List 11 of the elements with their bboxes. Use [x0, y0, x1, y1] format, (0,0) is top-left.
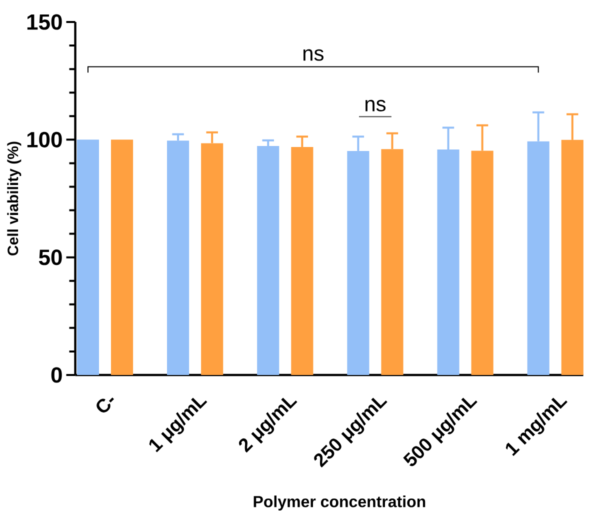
y-tick-label: 0	[51, 367, 62, 383]
x-tick-label: C-	[96, 397, 114, 412]
annotation: ns	[303, 49, 324, 61]
y-tick-label: 100	[27, 132, 62, 148]
bar	[76, 140, 100, 375]
y-tick-label: 150	[27, 14, 62, 30]
bar	[110, 140, 134, 375]
x-axis-title: Polymer concentration	[254, 496, 426, 510]
y-tick-label: 50	[38, 250, 62, 266]
annotation: ns	[366, 100, 386, 112]
y-axis-title: Cell viability (%)	[7, 142, 22, 256]
